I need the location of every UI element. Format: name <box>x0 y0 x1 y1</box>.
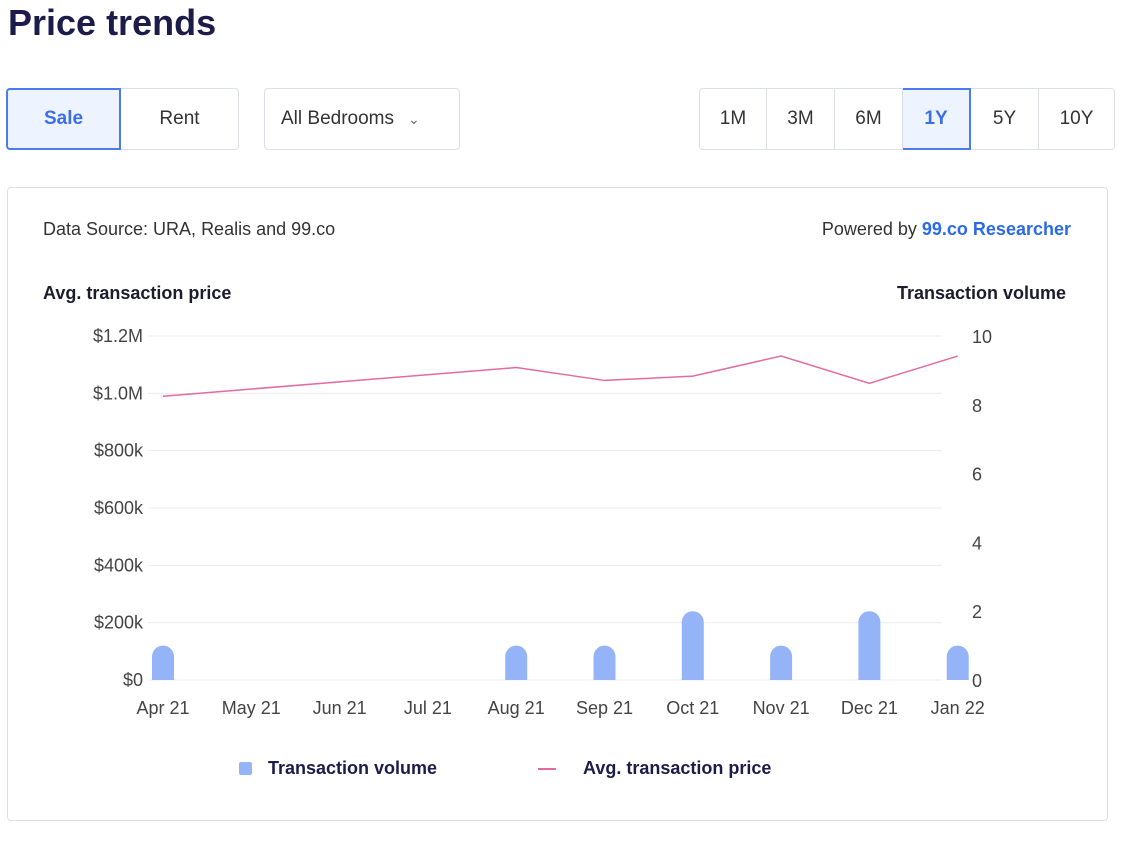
volume-bar <box>505 645 528 680</box>
x-tick-label: Sep 21 <box>576 698 633 718</box>
sale-button[interactable]: Sale <box>6 88 121 150</box>
researcher-link[interactable]: 99.co Researcher <box>921 219 1071 239</box>
y-tick-label: $400k <box>94 555 144 575</box>
x-tick-label: Aug 21 <box>488 698 545 718</box>
volume-bar <box>681 611 704 680</box>
data-source: Data Source: URA, Realis and 99.co <box>43 219 336 239</box>
range-5Y[interactable]: 5Y <box>971 88 1039 150</box>
bedrooms-value: All Bedrooms <box>281 108 394 129</box>
price-line <box>162 355 958 397</box>
y-tick-label: $1.0M <box>93 383 143 403</box>
range-10Y[interactable]: 10Y <box>1039 88 1115 150</box>
volume-bar <box>152 645 174 680</box>
legend-line-swatch <box>538 767 556 770</box>
legend-volume-label: Transaction volume <box>268 758 438 778</box>
x-tick-label: Dec 21 <box>841 698 898 718</box>
legend-bar-swatch <box>239 762 252 775</box>
bedrooms-dropdown[interactable]: All Bedrooms ⌄ <box>264 88 460 150</box>
range-1M[interactable]: 1M <box>699 88 767 150</box>
left-axis-title: Avg. transaction price <box>43 283 232 303</box>
y2-tick-label: 10 <box>972 327 992 347</box>
volume-bar <box>593 645 616 680</box>
x-tick-label: Nov 21 <box>753 698 810 718</box>
x-tick-label: Jun 21 <box>313 698 367 718</box>
y-tick-label: $800k <box>94 441 144 461</box>
y2-tick-label: 0 <box>972 671 982 691</box>
powered-prefix: Powered by <box>821 219 917 239</box>
y-tick-label: $600k <box>94 498 144 518</box>
y2-tick-label: 4 <box>972 533 982 553</box>
y-tick-label: $1.2M <box>93 326 143 346</box>
chart-card <box>7 187 1108 821</box>
volume-bar <box>858 611 881 680</box>
x-tick-label: Oct 21 <box>666 698 719 718</box>
legend-price-label: Avg. transaction price <box>583 758 772 778</box>
legend-price[interactable]: Avg. transaction price <box>538 758 771 779</box>
time-range-selector: 1M 3M 6M 1Y 5Y 10Y <box>699 88 1115 150</box>
range-3M[interactable]: 3M <box>767 88 835 150</box>
range-6M[interactable]: 6M <box>835 88 903 150</box>
rent-button[interactable]: Rent <box>121 88 239 150</box>
x-tick-label: Apr 21 <box>136 698 189 718</box>
y2-tick-label: 8 <box>972 396 982 416</box>
volume-bar <box>946 645 969 680</box>
y2-tick-label: 2 <box>972 602 982 622</box>
right-axis-title: Transaction volume <box>896 283 1066 303</box>
powered-by: Powered by 99.co Researcher <box>822 219 1071 240</box>
legend-volume[interactable]: Transaction volume <box>239 758 437 779</box>
range-1Y[interactable]: 1Y <box>903 88 971 150</box>
y-tick-label: $200k <box>94 613 144 633</box>
x-tick-label: May 21 <box>222 698 281 718</box>
volume-bar <box>770 645 793 680</box>
x-tick-label: Jul 21 <box>404 698 452 718</box>
y-tick-label: $0 <box>123 670 143 690</box>
sale-rent-toggle: Sale Rent <box>6 88 239 150</box>
y2-tick-label: 6 <box>972 465 982 485</box>
x-tick-label: Jan 22 <box>931 698 985 718</box>
page-title: Price trends <box>8 2 217 43</box>
chevron-down-icon: ⌄ <box>408 110 420 127</box>
